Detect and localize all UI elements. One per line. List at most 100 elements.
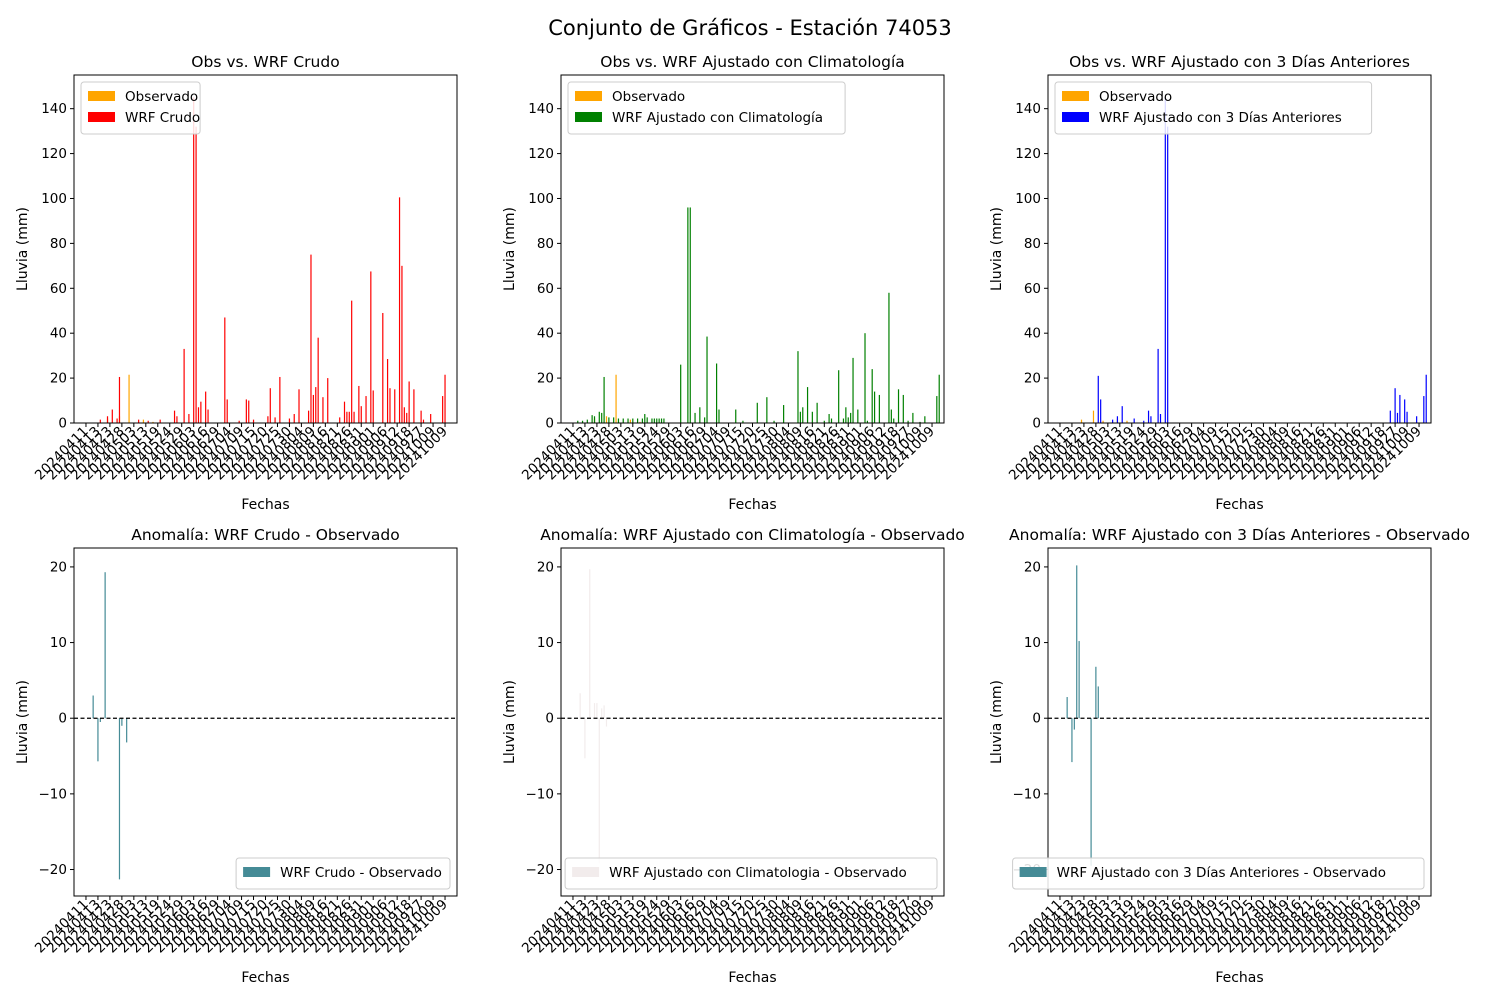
bar-series-2 <box>756 402 758 423</box>
bar-series-2 <box>641 418 643 423</box>
axes-frame <box>1047 547 1432 897</box>
chart-panel-1: 0204060801001201402024041120240413202404… <box>15 53 458 513</box>
bar-series-1 <box>1090 718 1092 866</box>
bar-series-2 <box>613 417 615 423</box>
bar-series-2 <box>401 265 403 423</box>
figure-title: Conjunto de Gráficos - Estación 74053 <box>548 16 952 40</box>
bar-series-2 <box>783 405 785 423</box>
bar-series-2 <box>288 418 291 423</box>
bar-series-2 <box>252 419 255 423</box>
y-tick-label: 120 <box>1015 146 1041 162</box>
bar-series-2 <box>322 397 324 423</box>
bar-series-1 <box>605 416 608 423</box>
bar-series-2 <box>267 416 269 423</box>
bar-series-2 <box>766 397 768 423</box>
bar-series-2 <box>245 399 247 423</box>
bar-series-2 <box>176 416 178 423</box>
y-axis-label: Lluvia (mm) <box>15 207 31 291</box>
bar-series-2 <box>1157 348 1159 423</box>
y-tick-label: 80 <box>50 236 67 252</box>
bar-series-1 <box>1102 420 1104 423</box>
bar-series-2 <box>897 389 900 423</box>
y-tick-label: 40 <box>1024 326 1041 342</box>
y-tick-label: 0 <box>58 416 67 432</box>
legend-swatch <box>1062 112 1089 122</box>
bar-series-2 <box>1394 388 1396 423</box>
bar-series-2 <box>842 418 845 423</box>
y-tick-label: 0 <box>1032 711 1041 727</box>
bar-series-2 <box>307 410 310 423</box>
bar-series-2 <box>622 418 624 423</box>
legend-box <box>567 81 846 135</box>
bar-series-1 <box>1066 697 1068 719</box>
chart-title: Obs vs. WRF Ajustado con 3 Días Anterior… <box>1069 53 1410 71</box>
bar-series-2 <box>420 410 422 423</box>
bar-series-1 <box>584 718 586 759</box>
bar-series-1 <box>128 374 130 423</box>
y-axis-label: Lluvia (mm) <box>989 207 1005 291</box>
y-tick-label: 40 <box>50 326 67 342</box>
y-tick-label: 20 <box>537 559 554 575</box>
axes-frame <box>73 547 458 897</box>
y-tick-label: 100 <box>528 191 554 207</box>
legend-swatch <box>575 91 602 101</box>
bar-series-2 <box>637 418 639 423</box>
y-tick-label: −20 <box>39 862 68 878</box>
bar-series-2 <box>293 414 295 423</box>
legend-swatch <box>1062 91 1089 101</box>
legend-label: WRF Ajustado con 3 Días Anteriores <box>1099 110 1342 126</box>
bar-series-2 <box>890 409 892 423</box>
bar-series-2 <box>888 292 890 423</box>
bar-series-2 <box>200 401 202 423</box>
bar-series-2 <box>603 376 605 423</box>
legend: Observado WRF Ajustado con 3 Días Anterio… <box>1054 81 1373 135</box>
chart-title: Anomalía: WRF Ajustado con Climatología … <box>540 526 965 544</box>
bar-series-2 <box>907 420 909 423</box>
bar-series-1 <box>598 718 600 864</box>
y-axis-label: Lluvia (mm) <box>15 680 31 764</box>
bar-series-2 <box>365 396 367 423</box>
bar-series-2 <box>581 420 584 423</box>
bar-series-1 <box>142 419 145 423</box>
bar-series-2 <box>312 394 314 423</box>
bar-series-2 <box>193 97 195 423</box>
legend: Observado WRF Crudo <box>80 81 201 135</box>
legend-label: WRF Crudo - Observado <box>280 865 442 881</box>
bar-series-2 <box>248 400 250 423</box>
bar-series-2 <box>1416 416 1418 423</box>
bar-series-2 <box>358 385 360 423</box>
bar-series-2 <box>627 418 629 423</box>
legend-swatch <box>243 867 271 877</box>
legend: Observado WRF Ajustado con Climatología <box>567 81 846 135</box>
bar-series-2 <box>1116 416 1119 423</box>
bar-series-2 <box>111 409 113 423</box>
y-tick-label: 20 <box>1024 559 1041 575</box>
bar-series-2 <box>408 381 410 423</box>
bar-series-2 <box>816 402 818 423</box>
bar-series-2 <box>857 409 859 423</box>
bar-series-2 <box>632 418 634 423</box>
bar-series-2 <box>197 407 200 423</box>
bar-series-2 <box>207 409 209 423</box>
bar-series-2 <box>601 412 603 423</box>
y-tick-label: 20 <box>50 371 67 387</box>
x-axis-label: Fechas <box>1215 970 1263 986</box>
y-tick-label: 140 <box>1015 101 1041 117</box>
y-tick-label: 60 <box>537 281 554 297</box>
bar-series-2 <box>1406 411 1408 423</box>
bar-series-2 <box>651 418 653 423</box>
bar-series-2 <box>389 388 391 423</box>
bar-series-2 <box>586 419 588 423</box>
y-tick-label: 0 <box>545 711 554 727</box>
bar-series-1 <box>121 718 123 726</box>
bar-series-1 <box>639 421 641 423</box>
bar-series-2 <box>938 374 940 423</box>
legend-box <box>235 857 451 890</box>
bar-series-1 <box>1080 419 1083 423</box>
bar-series-2 <box>339 417 341 423</box>
bar-series-1 <box>579 693 581 719</box>
bar-series-2 <box>660 418 663 423</box>
y-tick-label: −10 <box>39 786 68 802</box>
bar-series-2 <box>430 414 432 423</box>
